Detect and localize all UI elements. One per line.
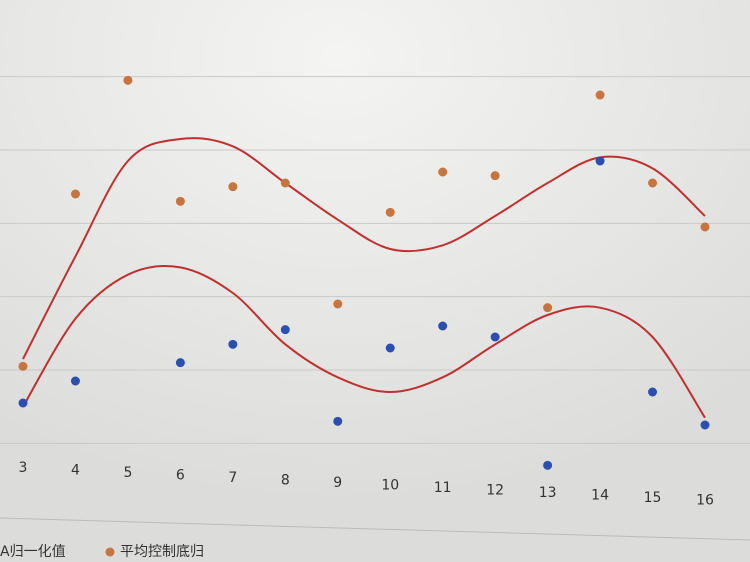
legend-marker bbox=[105, 547, 115, 557]
data-point bbox=[648, 387, 658, 397]
x-tick-label: 13 bbox=[539, 485, 557, 501]
legend-separator bbox=[0, 517, 750, 541]
x-tick-label: 5 bbox=[123, 465, 132, 481]
data-point bbox=[280, 325, 290, 335]
data-point bbox=[123, 75, 133, 85]
data-point bbox=[175, 358, 185, 368]
x-tick-label: 11 bbox=[434, 480, 452, 496]
data-point bbox=[228, 182, 238, 192]
data-point bbox=[490, 171, 500, 181]
data-point bbox=[70, 376, 80, 386]
x-tick-label: 10 bbox=[381, 478, 399, 494]
data-point bbox=[595, 156, 605, 166]
data-point bbox=[175, 196, 185, 206]
x-tick-label: 15 bbox=[644, 490, 662, 506]
data-point bbox=[280, 178, 290, 188]
data-point bbox=[490, 332, 500, 342]
data-point bbox=[385, 343, 395, 353]
x-tick-label: 7 bbox=[228, 470, 237, 486]
data-point bbox=[333, 299, 343, 309]
legend-label: A归一化值 bbox=[0, 543, 66, 560]
x-tick-label: 8 bbox=[281, 473, 290, 489]
data-point bbox=[385, 207, 395, 217]
legend-label: 平均控制底归 bbox=[120, 543, 204, 560]
x-tick-label: 12 bbox=[486, 483, 504, 499]
x-tick-label: 6 bbox=[176, 468, 185, 484]
x-tick-label: 4 bbox=[71, 463, 80, 479]
x-tick-label: 3 bbox=[19, 460, 28, 476]
data-point bbox=[543, 460, 553, 470]
x-tick-label: 9 bbox=[333, 475, 342, 491]
data-point bbox=[700, 222, 710, 232]
data-point bbox=[18, 361, 28, 371]
data-point bbox=[18, 398, 28, 408]
data-point bbox=[700, 420, 710, 430]
data-point bbox=[438, 321, 448, 331]
data-point bbox=[228, 339, 238, 349]
trend-line bbox=[22, 264, 706, 419]
data-point bbox=[648, 178, 658, 188]
data-point bbox=[543, 303, 553, 313]
data-point bbox=[70, 189, 80, 199]
x-tick-label: 14 bbox=[591, 488, 609, 504]
x-tick-label: 16 bbox=[696, 493, 714, 509]
data-point bbox=[438, 167, 448, 177]
trend-line bbox=[22, 137, 706, 360]
data-point bbox=[595, 90, 605, 100]
data-point bbox=[333, 416, 343, 426]
